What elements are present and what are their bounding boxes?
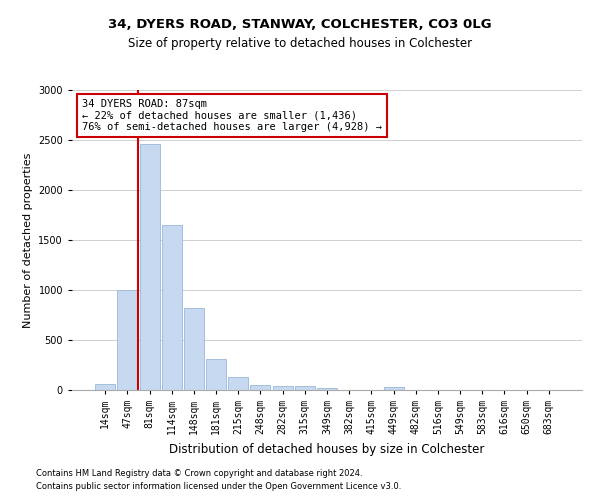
Bar [95,384,115,390]
Text: Contains public sector information licensed under the Open Government Licence v3: Contains public sector information licen… [36,482,401,491]
Bar [162,225,182,390]
Bar [184,308,204,390]
Bar [228,377,248,390]
Text: Size of property relative to detached houses in Colchester: Size of property relative to detached ho… [128,38,472,51]
X-axis label: Distribution of detached houses by size in Colchester: Distribution of detached houses by size … [169,442,485,456]
Bar [140,144,160,390]
Bar [118,290,137,390]
Bar [295,386,315,390]
Bar [383,387,404,390]
Y-axis label: Number of detached properties: Number of detached properties [23,152,32,328]
Bar [272,386,293,390]
Text: 34, DYERS ROAD, STANWAY, COLCHESTER, CO3 0LG: 34, DYERS ROAD, STANWAY, COLCHESTER, CO3… [108,18,492,30]
Bar [206,359,226,390]
Bar [317,388,337,390]
Text: Contains HM Land Registry data © Crown copyright and database right 2024.: Contains HM Land Registry data © Crown c… [36,468,362,477]
Text: 34 DYERS ROAD: 87sqm
← 22% of detached houses are smaller (1,436)
76% of semi-de: 34 DYERS ROAD: 87sqm ← 22% of detached h… [82,99,382,132]
Bar [250,384,271,390]
